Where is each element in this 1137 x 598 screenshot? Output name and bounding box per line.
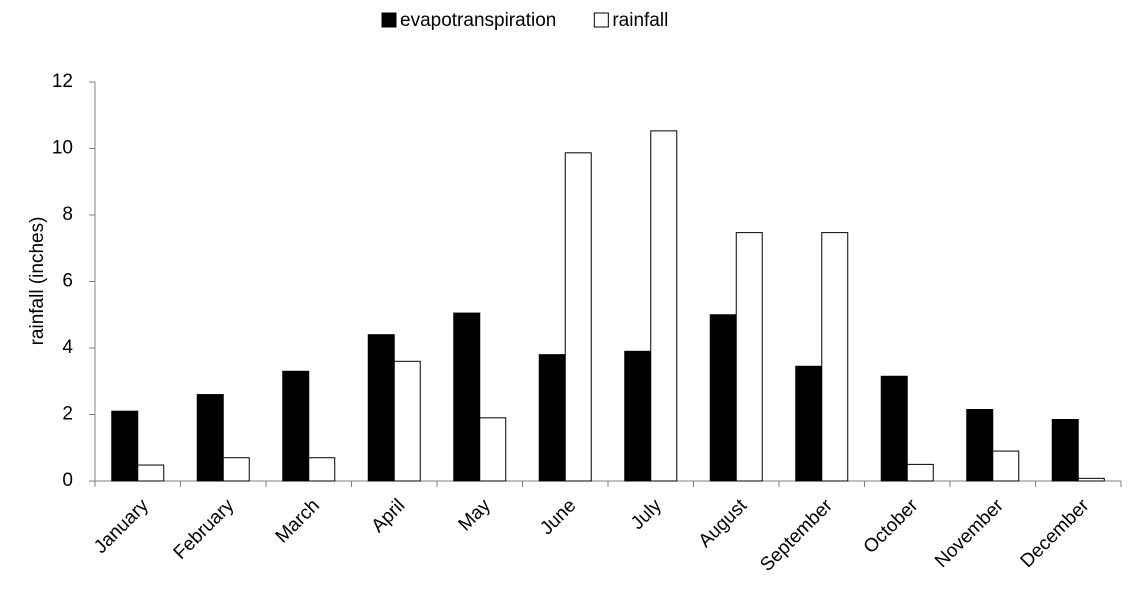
bar: [196, 394, 224, 482]
bar: [282, 370, 310, 482]
x-tick-label: February: [170, 495, 239, 564]
legend-swatch: [381, 12, 397, 28]
y-tick-label: 4: [62, 337, 73, 358]
bar: [992, 450, 1020, 482]
bar: [538, 354, 566, 482]
y-axis-title: rainfall (inches): [27, 217, 48, 346]
x-tick-label: September: [756, 495, 837, 576]
bar: [821, 232, 849, 482]
bar: [393, 360, 421, 482]
bar: [650, 130, 678, 482]
x-tick-label: May: [455, 495, 496, 536]
bar: [453, 312, 481, 482]
legend-label: rainfall: [612, 10, 668, 31]
bar: [308, 457, 336, 482]
x-tick-label: June: [536, 495, 580, 539]
bar: [111, 410, 139, 482]
bar: [795, 365, 823, 482]
bar: [137, 464, 165, 482]
bar: [709, 314, 737, 482]
bar: [906, 463, 934, 482]
x-tick-label: November: [931, 495, 1008, 572]
x-tick-label: March: [272, 495, 324, 547]
bar: [880, 375, 908, 482]
y-tick-label: 12: [52, 71, 73, 92]
bar: [1077, 477, 1105, 482]
bar: [1051, 418, 1079, 482]
y-tick-label: 6: [62, 271, 73, 292]
bar: [564, 152, 592, 482]
bar: [367, 334, 395, 482]
bar: [735, 232, 763, 482]
y-tick-label: 0: [62, 470, 73, 491]
x-tick-label: October: [860, 495, 923, 558]
x-tick-label: January: [90, 495, 153, 558]
bar: [479, 417, 507, 482]
bar: [966, 409, 994, 482]
x-tick-label: December: [1017, 495, 1094, 572]
x-tick-label: July: [627, 495, 666, 534]
bar: [624, 350, 652, 482]
x-tick-label: April: [368, 495, 410, 537]
legend-swatch: [593, 12, 609, 28]
y-tick-label: 10: [52, 138, 73, 159]
x-tick-label: August: [695, 495, 752, 552]
bar: [222, 457, 250, 482]
y-tick-label: 2: [62, 404, 73, 425]
legend-label: evapotranspiration: [400, 10, 556, 31]
y-tick-label: 8: [62, 204, 73, 225]
